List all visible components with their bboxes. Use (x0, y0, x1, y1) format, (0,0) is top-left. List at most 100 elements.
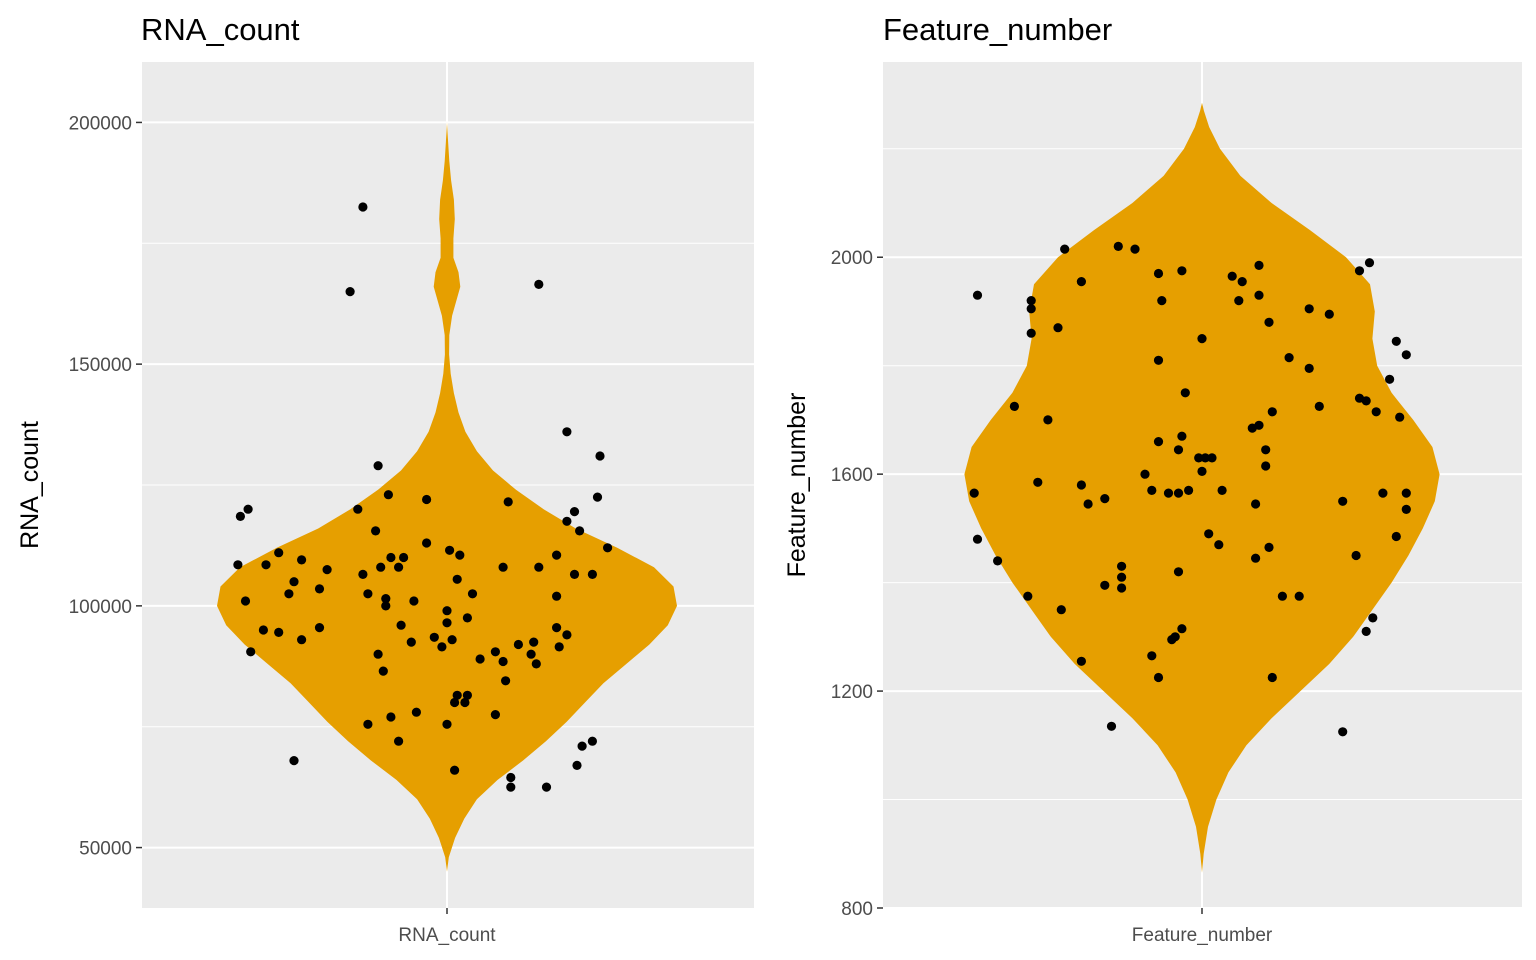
data-point (1100, 580, 1110, 590)
x-tick-label: Feature_number (1132, 925, 1273, 946)
data-point (1254, 260, 1264, 270)
data-point (450, 697, 460, 708)
data-point (394, 736, 404, 746)
data-point (562, 516, 572, 526)
data-point (541, 782, 552, 792)
data-point (1354, 266, 1365, 276)
data-point (1304, 363, 1314, 373)
data-point (1056, 605, 1066, 615)
data-point (1261, 445, 1271, 455)
data-point (498, 656, 508, 667)
data-point (1117, 583, 1127, 593)
data-point (396, 620, 406, 630)
data-point (506, 772, 516, 783)
data-point (442, 618, 452, 628)
data-point (1391, 336, 1401, 346)
data-point (993, 556, 1003, 566)
data-point (381, 594, 391, 604)
rna-count-chart-title: RNA_count (141, 12, 300, 47)
y-tick-label: 150000 (69, 355, 132, 376)
data-point (1284, 353, 1294, 363)
data-point (447, 635, 457, 645)
data-point (1173, 445, 1184, 455)
data-point (1083, 499, 1093, 509)
data-point (1009, 401, 1020, 411)
data-point (501, 676, 511, 686)
data-point (1023, 591, 1033, 601)
data-point (235, 511, 245, 521)
data-point (462, 690, 472, 700)
violin-shape (217, 122, 677, 872)
data-point (1264, 317, 1274, 327)
data-point (371, 526, 381, 536)
data-point (1076, 656, 1086, 666)
data-point (1267, 672, 1277, 683)
data-point (1026, 304, 1036, 314)
data-point (373, 649, 383, 659)
data-point (1053, 323, 1063, 333)
feature-number-panel: 800 1200 1600 2000 Feature_number Feature_num… (783, 12, 1522, 946)
data-point (462, 613, 472, 623)
data-point (1197, 466, 1207, 476)
data-point (1076, 480, 1086, 490)
data-point (1237, 277, 1247, 287)
data-point (363, 719, 373, 729)
data-point (376, 562, 386, 572)
data-point (1254, 420, 1264, 430)
data-point (1217, 485, 1227, 495)
data-point (475, 654, 485, 664)
data-point (345, 287, 355, 297)
y-tick-label: 100000 (69, 597, 132, 618)
data-point (429, 632, 439, 642)
data-point (513, 639, 524, 650)
data-point (1204, 529, 1214, 539)
data-point (284, 589, 294, 599)
data-point (233, 560, 243, 570)
data-point (1043, 415, 1053, 425)
data-point (1060, 244, 1070, 254)
data-point (460, 697, 470, 708)
data-point (289, 577, 299, 587)
data-point (577, 741, 587, 751)
data-point (1026, 296, 1036, 306)
data-point (595, 451, 605, 461)
data-point (394, 562, 404, 572)
data-point (261, 560, 271, 570)
data-point (526, 649, 536, 659)
data-point (373, 461, 383, 471)
data-point (490, 710, 500, 720)
y-tick-label: 1200 (831, 682, 873, 703)
data-point (1304, 304, 1314, 314)
y-tick-label: 800 (841, 899, 873, 920)
data-point (381, 601, 391, 611)
data-point (1351, 550, 1361, 561)
data-point (587, 569, 598, 580)
data-point (1113, 241, 1123, 251)
data-point (409, 596, 419, 606)
data-point (450, 765, 460, 775)
data-point (1106, 721, 1117, 731)
data-point (531, 659, 541, 669)
data-point (399, 552, 409, 563)
data-point (552, 591, 562, 601)
data-point (1173, 567, 1184, 577)
data-point (353, 504, 363, 514)
data-point (1234, 296, 1244, 306)
data-point (1177, 431, 1187, 441)
data-point (1076, 277, 1086, 287)
data-point (569, 507, 580, 517)
data-point (1227, 271, 1237, 281)
data-point (1207, 453, 1217, 463)
data-point (562, 427, 572, 437)
data-point (406, 637, 416, 647)
data-point (587, 736, 598, 746)
data-point (603, 543, 613, 553)
data-point (572, 760, 582, 771)
feature-number-chart-title: Feature_number (883, 12, 1112, 47)
data-point (243, 504, 253, 514)
data-point (552, 623, 562, 633)
data-point (1368, 613, 1378, 623)
data-point (437, 642, 447, 652)
data-point (498, 562, 508, 572)
data-point (1314, 401, 1324, 411)
